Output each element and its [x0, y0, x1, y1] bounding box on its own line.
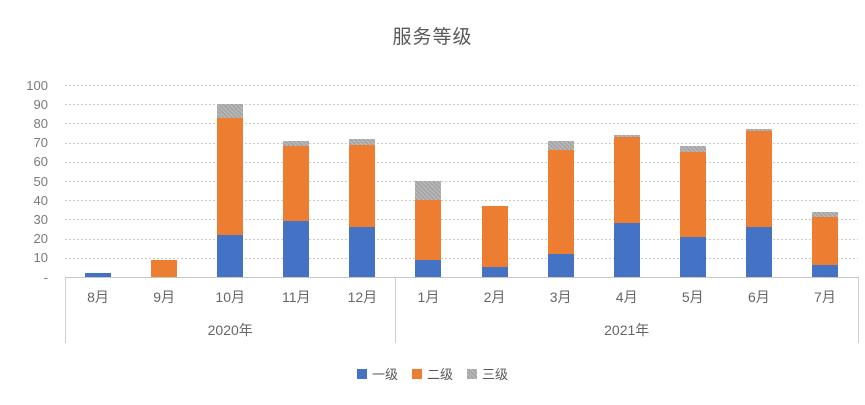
y-axis-tick-label: -	[43, 269, 48, 285]
x-axis-month-label: 8月	[87, 289, 109, 305]
bar-segment-三级	[811, 211, 838, 218]
x-axis-month-label: 2月	[483, 289, 506, 305]
bar-segment-二级	[415, 200, 442, 260]
bar-segment-二级	[811, 217, 838, 266]
bar-segment-二级	[547, 150, 574, 254]
legend-swatch-icon	[411, 368, 422, 379]
x-axis-month-label: 9月	[153, 289, 176, 305]
x-axis-month-label: 3月	[549, 289, 572, 305]
bar-segment-一级	[679, 236, 706, 277]
bar-segment-一级	[415, 259, 442, 277]
y-axis-tick-label: 70	[33, 135, 48, 151]
bar-segment-一级	[811, 265, 838, 277]
bar-segment-三级	[349, 138, 376, 145]
gridline	[65, 238, 858, 240]
bar-segment-二级	[283, 146, 310, 222]
gridline	[65, 85, 858, 86]
y-axis-tick-label: 80	[33, 115, 48, 131]
bar-segment-一级	[85, 273, 112, 277]
gridline	[65, 123, 858, 125]
axis-divider	[395, 277, 397, 343]
x-axis-line	[65, 277, 858, 278]
gridline	[65, 161, 858, 163]
bar-segment-一级	[547, 253, 574, 277]
bar-segment-一级	[283, 221, 310, 277]
x-axis-year-label: 2020年	[207, 322, 253, 338]
gridline	[65, 200, 858, 202]
legend-label: 二级	[426, 367, 453, 382]
x-axis-month-label: 10月	[215, 289, 245, 305]
bar-segment-二级	[613, 136, 640, 224]
x-axis-month-label: 6月	[747, 289, 770, 305]
gridline	[65, 142, 858, 144]
legend-label: 三级	[482, 367, 509, 382]
x-axis-month-label: 7月	[814, 289, 836, 305]
y-axis-tick-label: 20	[33, 231, 48, 247]
bar-segment-一级	[613, 223, 640, 277]
bar-segment-三级	[613, 134, 640, 137]
legend-item-一级: 一级	[356, 364, 398, 383]
bar-segment-二级	[481, 205, 508, 268]
bar-segment-一级	[349, 227, 376, 277]
bar-segment-一级	[745, 227, 772, 277]
y-axis-tick-label: 60	[33, 154, 48, 170]
x-axis-month-label: 12月	[347, 289, 378, 305]
legend-swatch-icon	[467, 368, 477, 379]
bar-segment-三级	[217, 104, 244, 118]
y-axis-tick-label: 30	[33, 211, 48, 227]
axis-divider	[858, 277, 859, 343]
y-axis-tick-label: 90	[33, 96, 48, 112]
legend-item-三级: 三级	[467, 364, 508, 383]
bar-segment-三级	[283, 140, 310, 147]
bar-segment-三级	[547, 140, 574, 151]
y-axis-tick-label: 40	[33, 192, 48, 208]
bar-segment-二级	[745, 131, 772, 228]
chart-title: 服务等级	[392, 27, 473, 48]
bar-segment-二级	[349, 144, 376, 228]
bar-segment-三级	[679, 146, 706, 153]
bar-segment-三级	[745, 129, 772, 132]
gridline	[65, 181, 858, 182]
x-axis-month-label: 4月	[615, 289, 638, 305]
gridline	[65, 257, 858, 259]
x-axis-month-label: 1月	[417, 289, 440, 305]
bar-segment-二级	[217, 117, 244, 235]
gridline	[65, 104, 858, 106]
y-axis-tick-label: 10	[33, 250, 48, 266]
x-axis-year-label: 2021年	[604, 322, 650, 338]
gridline	[65, 219, 858, 221]
bar-segment-一级	[217, 234, 244, 277]
y-axis-tick-label: 100	[26, 77, 48, 93]
bar-segment-三级	[415, 181, 442, 201]
x-axis-month-label: 5月	[681, 289, 704, 305]
legend-swatch-icon	[356, 368, 367, 379]
bar-segment-二级	[679, 152, 706, 237]
axis-divider	[65, 277, 66, 343]
legend-item-二级: 二级	[411, 364, 453, 383]
y-axis-tick-label: 50	[33, 173, 48, 189]
legend: 一级 二级 三级	[0, 364, 865, 383]
x-axis-month-label: 11月	[282, 289, 311, 305]
bar-segment-一级	[481, 267, 508, 277]
bar-segment-二级	[151, 259, 178, 277]
legend-label: 一级	[371, 367, 398, 382]
